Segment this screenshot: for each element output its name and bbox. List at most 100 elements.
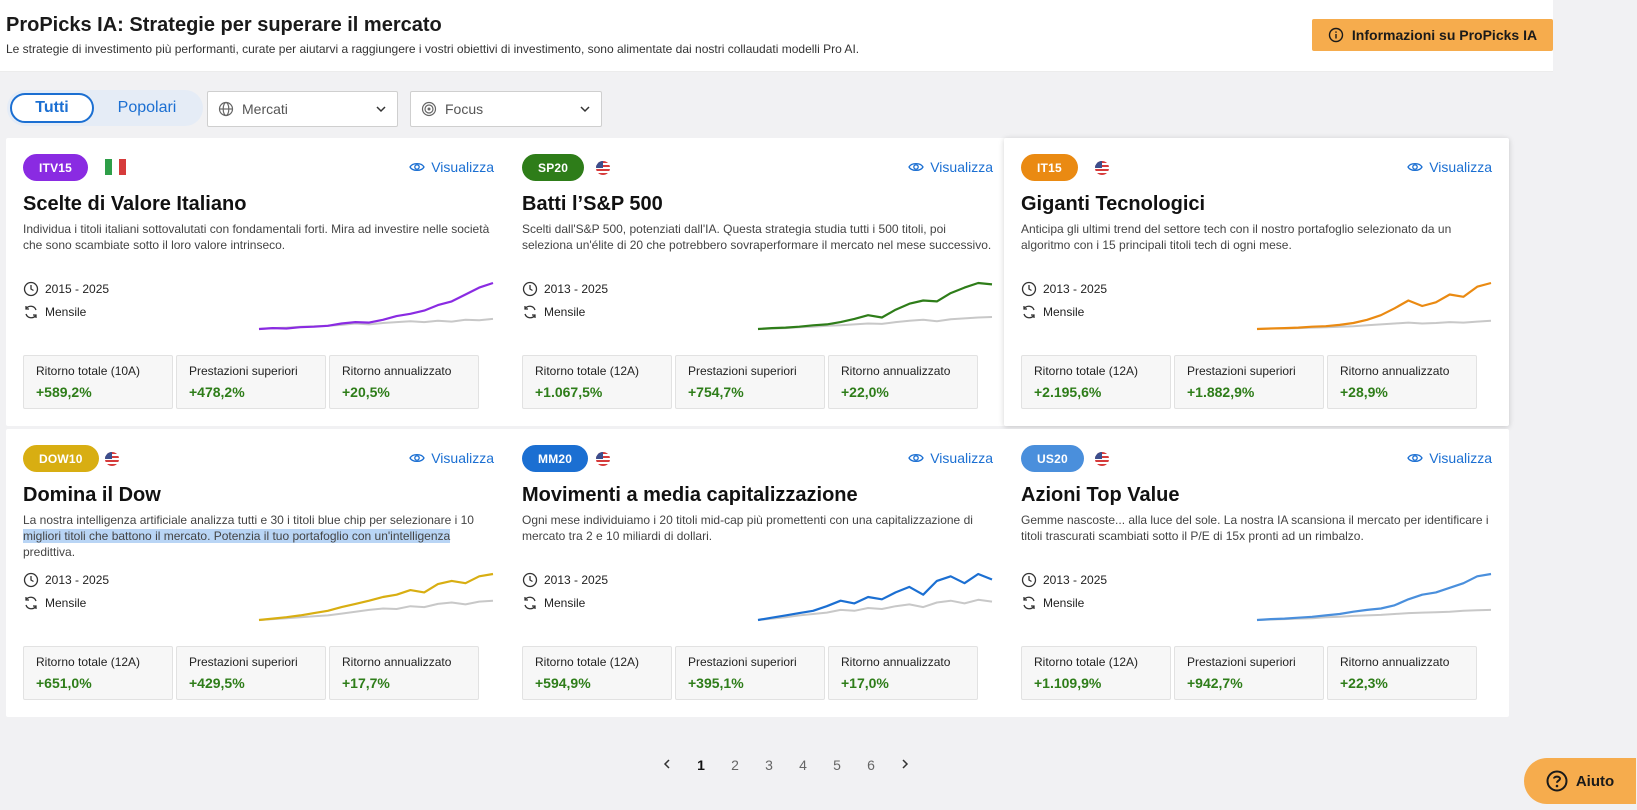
stat-box: Ritorno annualizzato +17,7%	[329, 646, 479, 700]
strategy-badge: IT15	[1021, 154, 1078, 181]
page-2-button[interactable]: 2	[731, 757, 739, 773]
frequency-info: Mensile	[1021, 595, 1084, 611]
info-button-label: Informazioni su ProPicks IA	[1351, 27, 1538, 43]
stat-label: Ritorno annualizzato	[342, 364, 452, 378]
clock-icon	[522, 281, 538, 297]
view-link[interactable]: Visualizza	[409, 450, 494, 466]
strategy-card[interactable]: SP20 Visualizza Batti l’S&P 500 Scelti d…	[505, 138, 1010, 426]
strategy-card[interactable]: US20 Visualizza Azioni Top Value Gemme n…	[1004, 429, 1509, 717]
performance-sparkline	[757, 572, 993, 622]
clock-icon	[1021, 572, 1037, 588]
strategy-card[interactable]: IT15 Visualizza Giganti Tecnologici Anti…	[1004, 138, 1509, 426]
page-5-button[interactable]: 5	[833, 757, 841, 773]
performance-sparkline	[1256, 281, 1492, 331]
next-page-button[interactable]	[888, 757, 922, 773]
stat-box: Prestazioni superiori +429,5%	[176, 646, 326, 700]
view-link-label: Visualizza	[1429, 450, 1492, 466]
usa-flag-icon	[1095, 452, 1109, 466]
view-link[interactable]: Visualizza	[908, 450, 993, 466]
info-button[interactable]: Informazioni su ProPicks IA	[1312, 19, 1553, 51]
frequency-text: Mensile	[45, 596, 87, 610]
frequency-text: Mensile	[1043, 596, 1085, 610]
prev-page-button[interactable]	[650, 757, 684, 773]
stat-label: Ritorno annualizzato	[1340, 364, 1450, 378]
period-text: 2013 - 2025	[45, 573, 110, 587]
stat-label: Prestazioni superiori	[189, 364, 298, 378]
help-button[interactable]: Aiuto	[1524, 758, 1636, 804]
stat-value: +1.067,5%	[535, 384, 603, 400]
pagination: 1 2 3 4 5 6	[650, 757, 922, 773]
page-3-button[interactable]: 3	[765, 757, 773, 773]
italy-flag-icon	[104, 159, 127, 175]
stat-box: Prestazioni superiori +478,2%	[176, 355, 326, 409]
focus-select[interactable]: Focus	[410, 91, 602, 127]
stat-value: +651,0%	[36, 675, 92, 691]
strategy-line	[1256, 281, 1492, 331]
view-link[interactable]: Visualizza	[1407, 159, 1492, 175]
info-icon	[1328, 27, 1344, 43]
card-description: Individua i titoli italiani sottovalutat…	[23, 221, 493, 253]
period-text: 2013 - 2025	[544, 573, 609, 587]
stat-box: Prestazioni superiori +942,7%	[1174, 646, 1324, 700]
view-link-label: Visualizza	[431, 159, 494, 175]
frequency-text: Mensile	[544, 596, 586, 610]
card-description-text: Gemme nascoste... alla luce del sole. La…	[1021, 513, 1489, 543]
stat-box: Ritorno totale (12A) +651,0%	[23, 646, 173, 700]
card-description: Gemme nascoste... alla luce del sole. La…	[1021, 512, 1491, 544]
stat-box: Ritorno annualizzato +22,0%	[828, 355, 978, 409]
card-title: Scelte di Valore Italiano	[23, 193, 247, 215]
globe-icon	[218, 101, 234, 117]
frequency-text: Mensile	[544, 305, 586, 319]
page-subtitle: Le strategie di investimento più perform…	[6, 42, 860, 56]
view-link[interactable]: Visualizza	[409, 159, 494, 175]
chevron-left-icon	[663, 759, 670, 769]
stat-label: Ritorno totale (12A)	[1034, 364, 1139, 378]
card-description-tail: predittiva.	[23, 545, 76, 559]
card-title: Batti l’S&P 500	[522, 193, 663, 215]
stat-label: Ritorno totale (12A)	[535, 364, 640, 378]
strategy-badge: MM20	[522, 445, 589, 472]
card-description: La nostra intelligenza artificiale anali…	[23, 512, 493, 560]
period-text: 2013 - 2025	[544, 282, 609, 296]
strategy-badge: DOW10	[23, 445, 99, 472]
strategy-card[interactable]: ITV15 Visualizza Scelte di Valore Italia…	[6, 138, 511, 426]
view-toggle: Tutti Popolari	[7, 90, 203, 126]
strategy-badge: ITV15	[23, 154, 89, 181]
card-title: Azioni Top Value	[1021, 484, 1180, 506]
frequency-text: Mensile	[1043, 305, 1085, 319]
view-link[interactable]: Visualizza	[908, 159, 993, 175]
stat-label: Prestazioni superiori	[189, 655, 298, 669]
page-1-button[interactable]: 1	[697, 757, 705, 773]
toggle-popular-button[interactable]: Popolari	[94, 93, 200, 123]
eye-icon	[908, 162, 924, 172]
stat-value: +28,9%	[1340, 384, 1388, 400]
view-link-label: Visualizza	[1429, 159, 1492, 175]
stat-label: Ritorno totale (12A)	[36, 655, 141, 669]
period-info: 2015 - 2025	[23, 281, 109, 297]
stat-value: +22,0%	[841, 384, 889, 400]
stat-value: +17,7%	[342, 675, 390, 691]
strategy-card[interactable]: MM20 Visualizza Movimenti a media capita…	[505, 429, 1010, 717]
stat-label: Prestazioni superiori	[1187, 655, 1296, 669]
strategy-line	[258, 281, 494, 331]
stat-value: +429,5%	[189, 675, 245, 691]
performance-sparkline	[258, 572, 494, 622]
help-button-label: Aiuto	[1575, 772, 1615, 790]
strategy-line	[258, 572, 494, 622]
toggle-all-button[interactable]: Tutti	[10, 93, 94, 123]
refresh-icon	[524, 305, 536, 319]
strategy-badge: SP20	[522, 154, 585, 181]
card-description: Anticipa gli ultimi trend del settore te…	[1021, 221, 1491, 253]
performance-sparkline	[757, 281, 993, 331]
strategy-card[interactable]: DOW10 Visualizza Domina il Dow La nostra…	[6, 429, 511, 717]
stat-label: Ritorno annualizzato	[342, 655, 452, 669]
page-4-button[interactable]: 4	[799, 757, 807, 773]
markets-select[interactable]: Mercati	[207, 91, 398, 127]
frequency-info: Mensile	[1021, 304, 1084, 320]
period-info: 2013 - 2025	[23, 572, 109, 588]
view-link[interactable]: Visualizza	[1407, 450, 1492, 466]
card-title: Domina il Dow	[23, 484, 161, 506]
stat-box: Ritorno totale (12A) +1.109,9%	[1021, 646, 1171, 700]
stat-value: +942,7%	[1187, 675, 1243, 691]
page-6-button[interactable]: 6	[867, 757, 875, 773]
